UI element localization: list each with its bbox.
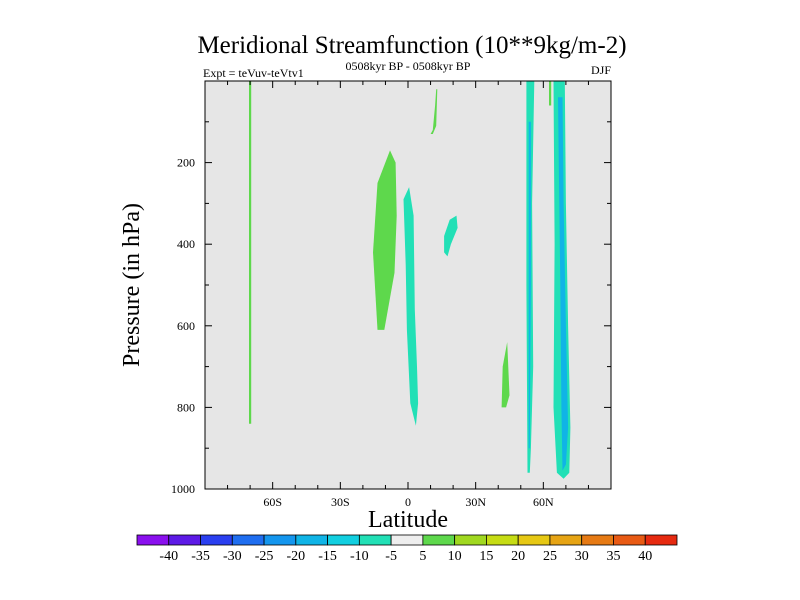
- colorbar-box: [231, 534, 265, 546]
- colorbar-box: [613, 534, 646, 546]
- colorbar-box: [644, 534, 678, 546]
- contour-region-negative-10-15-9: [558, 97, 569, 471]
- x-tick-label: 60S: [263, 495, 282, 509]
- colorbar-label: -30: [223, 549, 242, 564]
- colorbar-box: [200, 534, 233, 546]
- colorbar-box: [390, 534, 424, 546]
- x-axis-label: Latitude: [368, 507, 448, 533]
- x-tick-label: 0: [405, 495, 411, 509]
- colorbar-label: 5: [419, 549, 426, 564]
- x-tick-label: 30S: [331, 495, 350, 509]
- contour-regions: [249, 81, 571, 479]
- colorbar-box: [327, 534, 360, 546]
- left-string: Expt = teVuv-teVtv1: [203, 66, 304, 80]
- colorbar-box: [422, 534, 456, 546]
- colorbar-label: -25: [255, 549, 274, 564]
- colorbar-label: 40: [638, 549, 652, 564]
- colorbar-label: 10: [448, 549, 462, 564]
- y-tick-label: 1000: [171, 482, 195, 496]
- colorbar: -40 -35 -30 -25 -20 -15 -10 -5 5 10 15 20 25 30 35 40: [136, 534, 678, 564]
- x-axis: 60S 30S 0 30N 60N: [227, 81, 589, 509]
- x-tick-label: 60N: [533, 495, 554, 509]
- contour-region-negative-5-10-2: [403, 187, 419, 426]
- y-tick-label: 800: [177, 400, 195, 414]
- colorbar-box: [263, 534, 297, 546]
- colorbar-label: -5: [385, 549, 397, 564]
- colorbar-label: -10: [350, 549, 369, 564]
- plot-area: 60S 30S 0 30N 60N 200 400 600 800 1000: [171, 80, 612, 509]
- colorbar-label: 35: [606, 549, 620, 564]
- colorbar-label: -20: [286, 549, 305, 564]
- colorbar-box: [517, 534, 551, 546]
- y-tick-label: 400: [177, 237, 195, 251]
- colorbar-label: 25: [543, 549, 557, 564]
- y-axis: 200 400 600 800 1000: [171, 121, 611, 496]
- y-tick-label: 200: [177, 156, 195, 170]
- colorbar-box: [295, 534, 328, 546]
- contour-region-positive-5-10-1: [373, 150, 397, 330]
- right-string: DJF: [591, 63, 611, 77]
- y-axis-label: Pressure (in hPa): [119, 203, 145, 367]
- colorbar-box: [454, 534, 487, 546]
- contour-region-positive-5-10-4: [430, 89, 438, 134]
- colorbar-box: [486, 534, 519, 546]
- colorbar-label: 30: [575, 549, 589, 564]
- contour-region-negative-5-10-3: [444, 215, 458, 257]
- colorbar-label: -40: [159, 549, 178, 564]
- contour-region-positive-5-10-0: [249, 81, 252, 424]
- colorbar-label: 20: [511, 549, 525, 564]
- center-string: 0508kyr BP - 0508kyr BP: [346, 59, 471, 73]
- colorbar-box: [168, 534, 201, 546]
- colorbar-label: -15: [318, 549, 337, 564]
- x-tick-label: 30N: [465, 495, 486, 509]
- colorbar-box: [581, 534, 614, 546]
- colorbar-label: 15: [479, 549, 493, 564]
- colorbar-box: [549, 534, 583, 546]
- y-tick-label: 600: [177, 319, 195, 333]
- contour-region-positive-5-10-7: [549, 81, 552, 106]
- colorbar-label: -35: [191, 549, 210, 564]
- colorbar-box: [358, 534, 392, 546]
- colorbar-box: [136, 534, 170, 546]
- chart-title: Meridional Streamfunction (10**9kg/m-2): [197, 32, 626, 59]
- contour-region-positive-5-10-5: [501, 342, 510, 408]
- contour-region-negative-10-15-10: [528, 121, 531, 449]
